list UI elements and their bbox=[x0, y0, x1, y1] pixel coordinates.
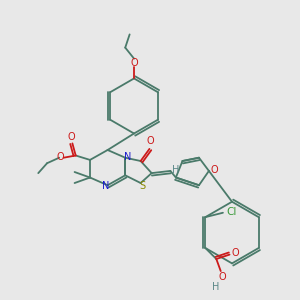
Text: N: N bbox=[102, 181, 109, 191]
Text: O: O bbox=[147, 136, 154, 146]
Text: H: H bbox=[212, 281, 219, 292]
Text: S: S bbox=[140, 181, 146, 191]
Text: O: O bbox=[56, 152, 64, 162]
Text: H: H bbox=[172, 165, 180, 175]
Text: N: N bbox=[124, 152, 131, 162]
Text: O: O bbox=[231, 248, 239, 259]
Text: O: O bbox=[211, 165, 218, 175]
Text: Cl: Cl bbox=[226, 207, 237, 217]
Text: O: O bbox=[130, 58, 138, 68]
Text: O: O bbox=[68, 132, 75, 142]
Text: O: O bbox=[218, 272, 226, 282]
